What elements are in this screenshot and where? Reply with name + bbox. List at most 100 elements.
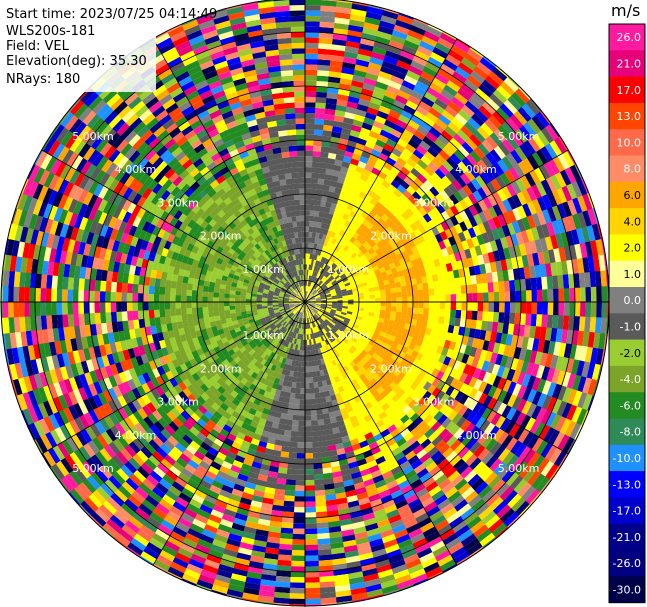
velocity-cell: [320, 297, 327, 300]
velocity-cell: [317, 311, 323, 316]
velocity-cell: [284, 424, 293, 431]
velocity-cell: [224, 302, 230, 307]
velocity-cell: [256, 299, 262, 303]
velocity-cell: [280, 345, 286, 352]
velocity-cell: [176, 315, 183, 323]
velocity-cell: [292, 414, 300, 421]
velocity-cell: [255, 321, 262, 327]
velocity-cell: [327, 275, 334, 281]
velocity-cell: [285, 274, 291, 281]
velocity-cell: [342, 303, 349, 307]
velocity-cell: [345, 315, 352, 320]
velocity-cell: [301, 231, 305, 238]
velocity-cell: [314, 277, 319, 284]
velocity-cell: [302, 307, 304, 313]
velocity-cell: [181, 289, 187, 296]
velocity-cell: [295, 282, 299, 288]
velocity-cell: [283, 102, 295, 109]
velocity-cell: [213, 302, 219, 307]
velocity-cell: [330, 269, 336, 276]
velocity-cell: [270, 315, 277, 320]
velocity-cell: [320, 275, 326, 281]
velocity-cell: [287, 311, 293, 316]
velocity-cell: [438, 315, 445, 324]
velocity-cell: [293, 259, 298, 266]
velocity-cell: [300, 306, 303, 312]
velocity-cell: [332, 300, 338, 302]
velocity-cell: [303, 291, 305, 297]
velocity-cell: [186, 289, 193, 297]
velocity-cell: [280, 339, 286, 346]
velocity-cell: [345, 262, 352, 268]
velocity-cell: [319, 317, 325, 323]
velocity-cell: [257, 289, 264, 294]
velocity-cell: [207, 291, 214, 298]
velocity-cell: [306, 307, 309, 313]
velocity-cell: [290, 285, 295, 290]
velocity-cell: [297, 287, 301, 293]
velocity-cell: [380, 301, 386, 307]
velocity-cell: [439, 308, 446, 317]
velocity-cell: [297, 167, 305, 173]
velocity-cell: [331, 307, 337, 311]
velocity-cell: [310, 275, 314, 282]
velocity-cell: [294, 298, 300, 301]
velocity-cell: [288, 318, 293, 324]
velocity-cell: [295, 118, 305, 125]
velocity-cell: [137, 293, 144, 303]
velocity-cell: [323, 288, 330, 293]
velocity-cell: [305, 431, 313, 437]
velocity-cell: [282, 257, 288, 264]
velocity-cell: [310, 303, 316, 305]
velocity-cell: [253, 329, 260, 335]
velocity-cell: [317, 280, 322, 286]
velocity-cell: [306, 312, 308, 319]
velocity-cell: [266, 336, 273, 343]
velocity-cell: [315, 97, 327, 104]
velocity-cell: [312, 309, 318, 314]
velocity-cell: [270, 332, 277, 339]
velocity-cell: [314, 306, 320, 310]
velocity-cell: [305, 372, 310, 378]
velocity-cell: [294, 302, 300, 304]
velocity-cell: [282, 440, 291, 447]
velocity-cell: [317, 288, 323, 293]
velocity-cell: [289, 392, 296, 399]
velocity-cell: [261, 277, 268, 283]
velocity-cell: [274, 310, 280, 314]
velocity-cell: [320, 304, 327, 307]
velocity-cell: [295, 276, 299, 282]
velocity-cell: [99, 302, 106, 314]
velocity-cell: [284, 307, 290, 310]
velocity-cell: [292, 321, 297, 327]
velocity-cell: [293, 404, 300, 410]
velocity-cell: [283, 500, 295, 507]
velocity-cell: [320, 305, 327, 308]
velocity-cell: [218, 297, 225, 303]
velocity-cell: [165, 316, 172, 325]
velocity-cell: [299, 334, 302, 340]
velocity-cell: [291, 271, 296, 278]
velocity-cell: [289, 305, 296, 309]
velocity-cell: [78, 313, 85, 327]
velocity-cell: [282, 340, 288, 347]
velocity-cell: [322, 313, 328, 318]
velocity-cell: [318, 430, 327, 437]
velocity-cell: [251, 309, 258, 314]
velocity-cell: [323, 333, 329, 340]
velocity-cell: [294, 298, 300, 301]
velocity-cell: [385, 306, 392, 311]
velocity-cell: [307, 269, 311, 276]
velocity-cell: [309, 393, 316, 400]
velocity-cell: [256, 304, 262, 308]
velocity-cell: [247, 283, 254, 289]
velocity-cell: [296, 295, 301, 299]
velocity-cell: [314, 489, 326, 497]
velocity-cell: [283, 304, 290, 307]
velocity-cell: [313, 307, 319, 312]
velocity-cell: [304, 113, 315, 119]
velocity-cell: [291, 314, 296, 320]
velocity-cell: [298, 188, 305, 195]
velocity-cell: [274, 321, 280, 326]
